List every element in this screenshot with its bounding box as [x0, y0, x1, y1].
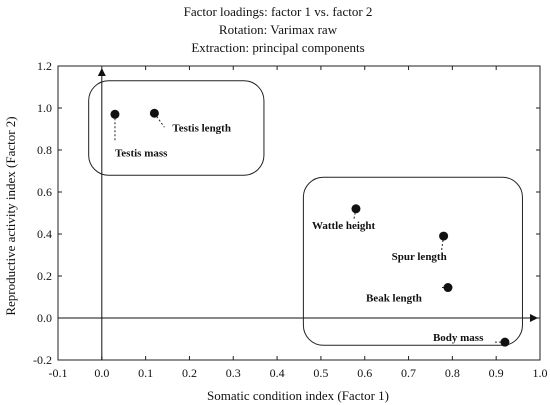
point-label: Wattle height	[312, 220, 376, 232]
x-tick-label: 0.1	[138, 366, 153, 380]
y-tick-label: 0.4	[37, 227, 52, 241]
x-tick-label: 0.0	[94, 366, 109, 380]
chart-title-line-3: Extraction: principal components	[191, 40, 364, 55]
data-point	[149, 108, 159, 118]
y-tick-label: 1.2	[37, 59, 52, 73]
somatic-group-outline	[302, 176, 523, 346]
horizontal-axis-arrowhead	[530, 314, 538, 322]
chart-title-line-1: Factor loadings: factor 1 vs. factor 2	[184, 4, 373, 19]
point-label: Beak length	[366, 293, 422, 305]
x-tick-label: 0.4	[270, 366, 285, 380]
y-axis-label: Reproductive activity index (Factor 2)	[3, 116, 18, 315]
data-point	[500, 337, 510, 347]
point-leader-line	[153, 112, 165, 128]
x-tick-label: 0.8	[445, 366, 460, 380]
chart-title-group: Factor loadings: factor 1 vs. factor 2 R…	[184, 4, 373, 55]
plot-layer: -0.1 0.0 0.1 0.2 0.3 0.4 0.5 0.6 0.7 0.8 0.9 1.0 -0.…	[33, 59, 548, 380]
plot-frame	[57, 65, 541, 361]
x-tick-label: 0.2	[182, 366, 197, 380]
data-point	[351, 204, 361, 214]
point-label: Spur length	[392, 251, 447, 263]
data-point	[110, 109, 120, 119]
x-tick-label: 0.3	[226, 366, 241, 380]
x-tick-label: 0.5	[313, 366, 328, 380]
x-tick-label: 0.9	[489, 366, 504, 380]
x-tick-label: 1.0	[533, 366, 548, 380]
x-axis-label: Somatic condition index (Factor 1)	[207, 388, 389, 403]
y-tick-label: -0.2	[33, 353, 52, 367]
x-tick-label: 0.7	[401, 366, 416, 380]
x-tick-label: -0.1	[49, 366, 68, 380]
x-tick-label: 0.6	[357, 366, 372, 380]
point-label: Testis length	[172, 122, 231, 134]
y-tick-label: 0.8	[37, 143, 52, 157]
y-tick-label: 0.0	[37, 311, 52, 325]
point-label: Body mass	[433, 332, 484, 344]
point-label: Testis mass	[115, 147, 168, 159]
chart-title-line-2: Rotation: Varimax raw	[219, 22, 338, 37]
data-point	[443, 283, 453, 293]
reproductive-group-outline	[88, 80, 265, 176]
data-point	[439, 231, 449, 241]
y-tick-label: 1.0	[37, 101, 52, 115]
y-tick-label: 0.6	[37, 185, 52, 199]
vertical-axis-arrowhead	[97, 68, 106, 76]
y-tick-label: 0.2	[37, 269, 52, 283]
